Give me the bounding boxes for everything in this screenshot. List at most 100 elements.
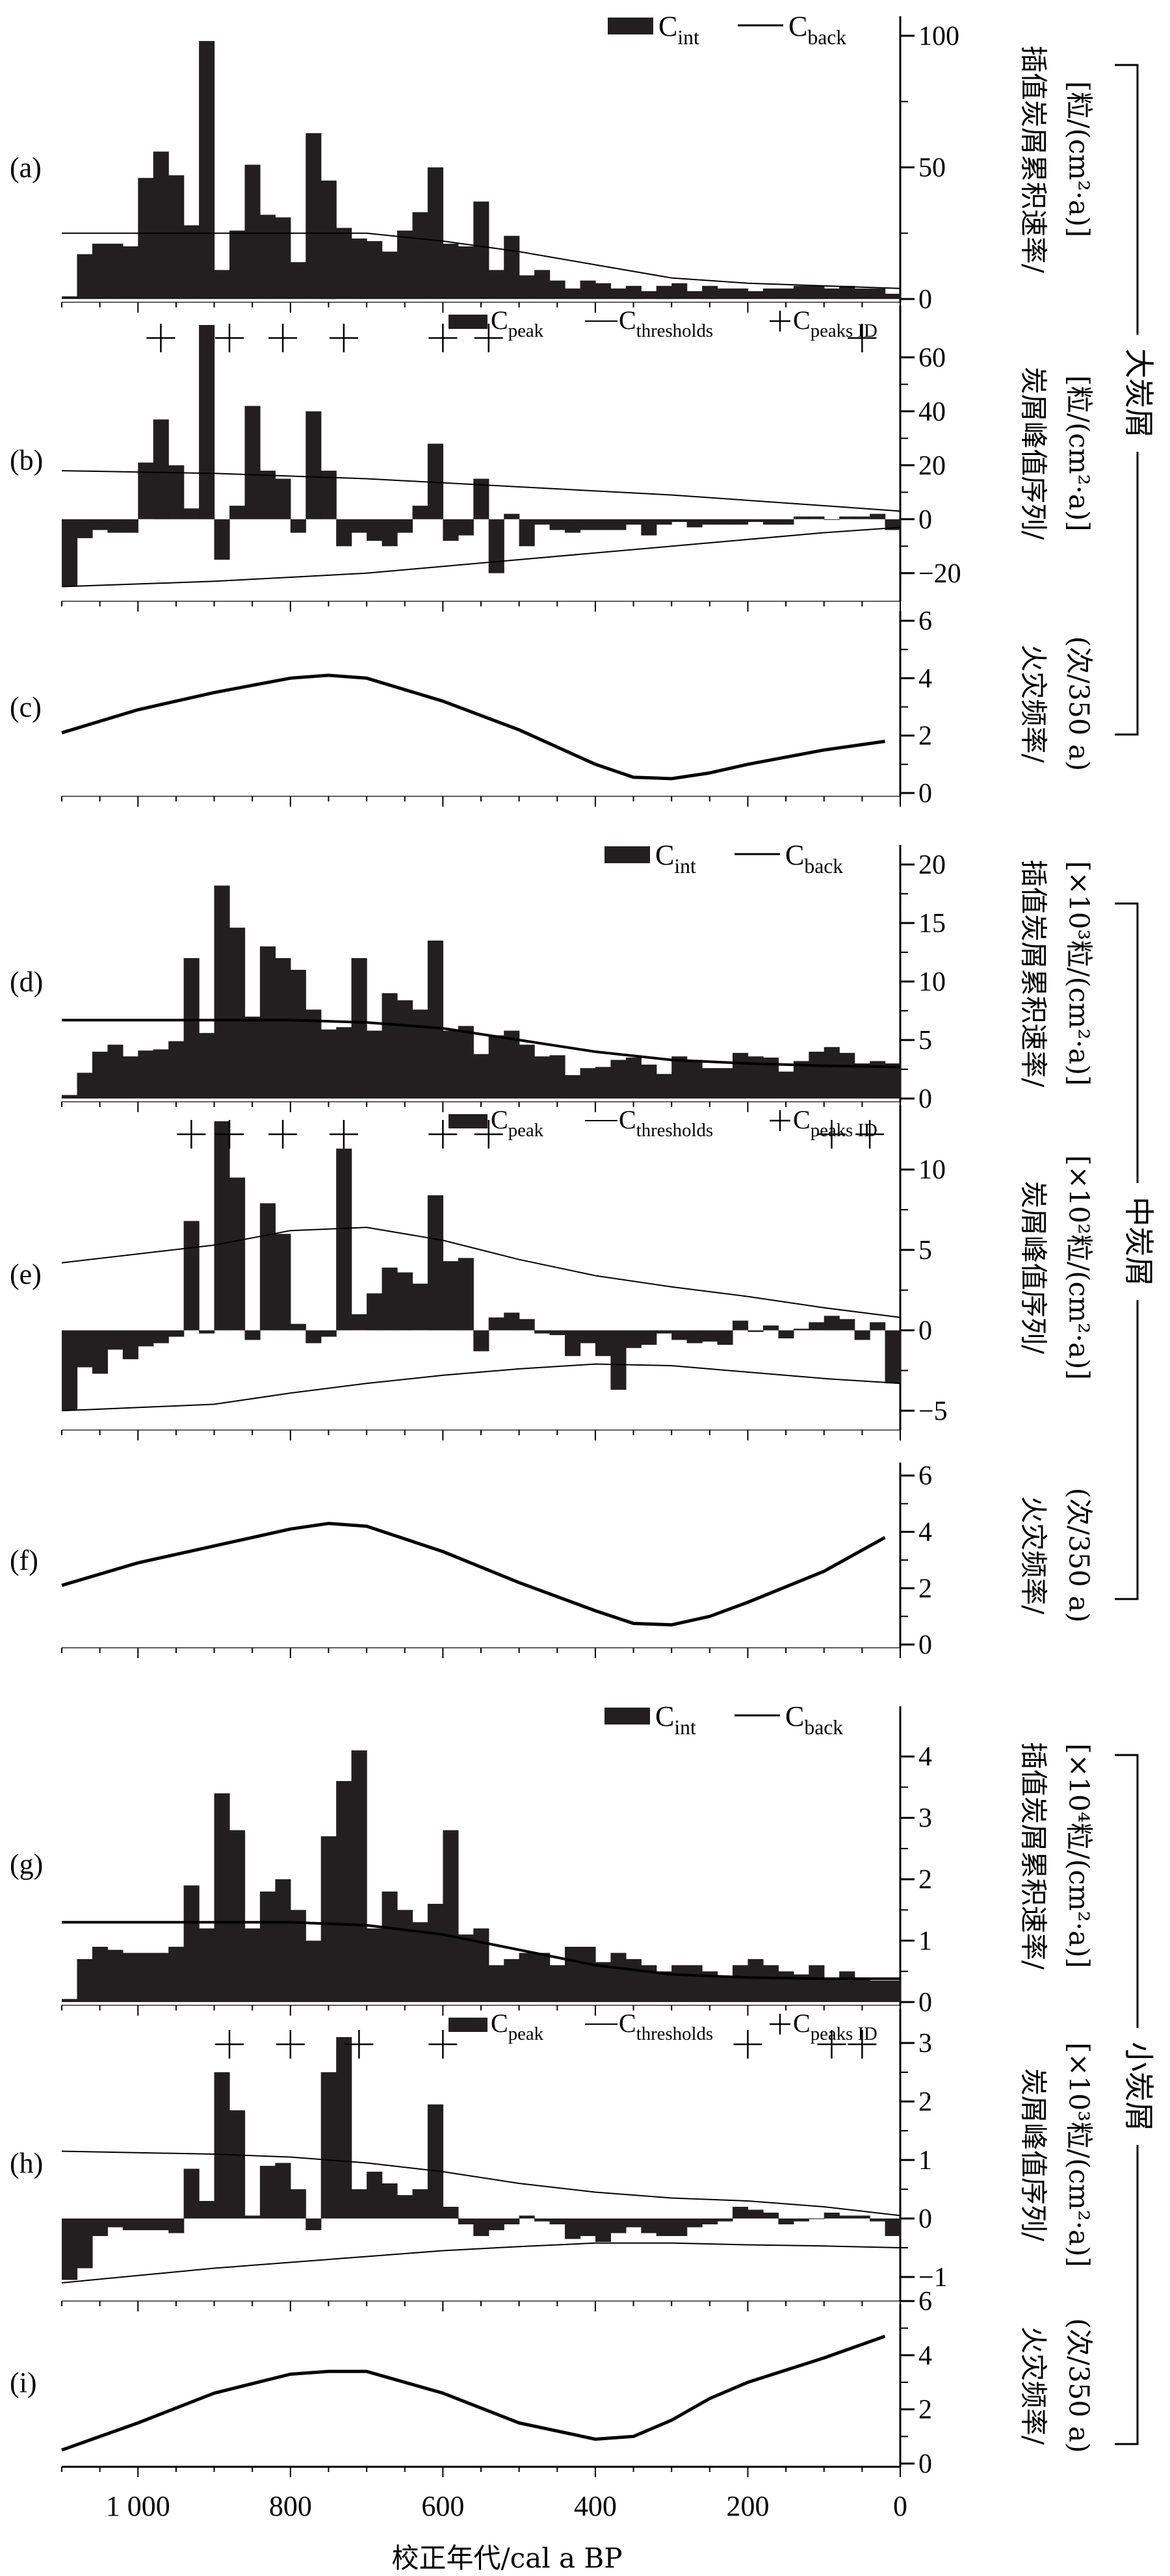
panel-e: −5 0 5 10 (e) 炭屑峰值序列/ [×10²粒/(cm²·a)] Cpeak Cthr… xyxy=(10,1105,1095,1440)
bar xyxy=(565,288,581,299)
y-tick-label: 4 xyxy=(918,664,932,694)
bar xyxy=(762,2213,779,2218)
bar xyxy=(122,1953,138,2002)
bar xyxy=(610,519,627,530)
bar xyxy=(153,419,169,519)
bar xyxy=(809,2218,825,2219)
bar xyxy=(138,1330,154,1347)
group-label-medium: 中炭屑 xyxy=(1121,1197,1156,1286)
y-tick-label: 1 xyxy=(918,1927,932,1957)
bar xyxy=(625,1958,642,2002)
bar xyxy=(762,1965,779,2002)
bar xyxy=(138,462,154,519)
panel-c: 0 2 4 6 (c) 火灾频率/ (次/350 a) xyxy=(10,606,1095,809)
panel-label: (f) xyxy=(10,1544,38,1576)
bar xyxy=(733,1320,749,1331)
bar xyxy=(717,2218,733,2222)
bar xyxy=(870,2218,886,2222)
background-line xyxy=(62,232,901,289)
legend-swatch-int xyxy=(608,18,653,34)
bar xyxy=(122,1056,138,1099)
bar xyxy=(77,519,93,538)
bar xyxy=(62,1330,78,1411)
peak-id-marker xyxy=(848,324,877,352)
peak-id-marker xyxy=(428,324,458,352)
threshold-upper-line xyxy=(61,470,901,512)
legend-c-thresholds: Cthresholds xyxy=(619,306,713,341)
bar xyxy=(168,2218,185,2233)
bar xyxy=(534,2218,551,2222)
bar xyxy=(473,2218,489,2236)
bar xyxy=(259,2166,276,2218)
bar xyxy=(748,519,764,522)
bar xyxy=(534,1330,551,1334)
bar xyxy=(641,1330,657,1345)
bar xyxy=(183,2168,200,2218)
bar xyxy=(686,1965,703,2002)
bar xyxy=(733,519,749,525)
bar xyxy=(412,1283,428,1331)
bar xyxy=(671,1056,688,1099)
bar xyxy=(686,1060,703,1099)
bar xyxy=(412,2189,428,2218)
bar xyxy=(412,506,428,519)
group-bracket-medium: 中炭屑 xyxy=(1115,902,1156,1600)
bar xyxy=(870,288,886,299)
bar xyxy=(153,1953,169,2002)
bar xyxy=(733,288,749,299)
panel-a: 0 50 100 (a) 插值炭屑累积速率/ [粒/(cm²·a)] Cint Cback xyxy=(10,10,1095,315)
bar xyxy=(92,1947,108,2002)
y-tick-label: 6 xyxy=(918,2287,932,2317)
bar xyxy=(854,1330,870,1340)
bar xyxy=(549,280,566,299)
bar xyxy=(62,519,78,587)
y-tick-label: 10 xyxy=(918,1155,946,1185)
bar xyxy=(656,2218,672,2236)
bar xyxy=(367,1293,383,1331)
bar xyxy=(793,1329,809,1331)
background-line xyxy=(62,1921,900,1981)
bar xyxy=(259,215,276,299)
legend-c-back: Cback xyxy=(785,839,843,878)
y-tick-label: 15 xyxy=(918,909,946,939)
bar xyxy=(824,1977,840,2002)
peak-id-marker xyxy=(474,324,503,352)
bar xyxy=(488,1035,504,1099)
y-tick-label: 0 xyxy=(918,1630,932,1660)
bar xyxy=(885,1063,901,1099)
legend-c-int: Cint xyxy=(655,839,696,878)
bar xyxy=(199,325,215,519)
bar xyxy=(214,270,230,299)
bar xyxy=(77,1330,93,1368)
bar xyxy=(306,133,322,299)
bar xyxy=(244,1017,261,1099)
bar xyxy=(290,1910,306,2002)
y-tick-label: 2 xyxy=(918,2395,932,2425)
bar xyxy=(504,1312,520,1331)
y-axis-label: 火灾频率/ xyxy=(1018,2326,1050,2445)
group-bracket-small: 小炭屑 xyxy=(1115,1754,1156,2445)
bar xyxy=(443,1261,459,1331)
bar xyxy=(671,1330,688,1340)
bar xyxy=(473,1054,489,1099)
bar xyxy=(92,519,108,530)
bar xyxy=(549,1055,566,1099)
bar xyxy=(778,288,794,299)
bar xyxy=(778,1330,794,1338)
bar xyxy=(107,519,124,533)
bar xyxy=(290,519,306,533)
bar xyxy=(809,516,825,519)
bar xyxy=(504,514,520,519)
bar xyxy=(306,411,322,519)
bar xyxy=(778,2218,794,2224)
bar xyxy=(748,1958,764,2002)
bar xyxy=(534,1056,551,1099)
bar xyxy=(275,1879,291,2002)
bar xyxy=(702,285,718,300)
bar xyxy=(504,2218,520,2224)
bar xyxy=(244,1928,261,2002)
bar xyxy=(854,2215,870,2218)
bar xyxy=(183,508,200,519)
bar xyxy=(778,1071,794,1099)
y-tick-label: 0 xyxy=(918,505,932,535)
